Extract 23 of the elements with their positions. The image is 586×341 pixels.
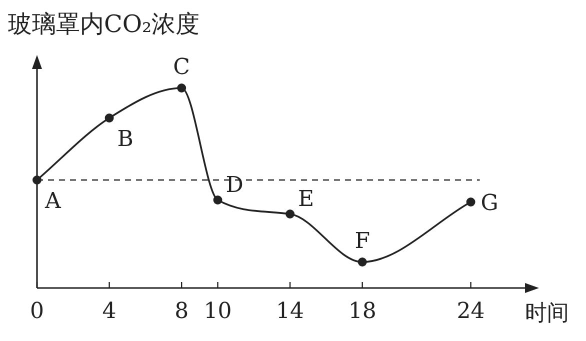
- x-axis-title: 时间: [525, 301, 569, 326]
- annotation: G: [480, 191, 498, 216]
- x-tick-label: 14: [276, 299, 304, 324]
- x-tick-label: 4: [102, 299, 116, 324]
- point: [286, 210, 295, 218]
- annotation: F: [354, 229, 370, 254]
- point: [104, 114, 114, 122]
- point: [213, 196, 222, 204]
- y-axis-title: 玻璃罩内CO₂浓度: [8, 10, 200, 38]
- annotation: C: [173, 55, 190, 80]
- point: [177, 84, 186, 92]
- x-tick-label: 10: [204, 299, 232, 324]
- x-tick-label: 18: [348, 299, 376, 324]
- x-tick-label: 8: [174, 299, 189, 324]
- point: [358, 258, 367, 266]
- x-tick-label: 0: [30, 299, 44, 324]
- annotation: D: [226, 173, 244, 198]
- point: [466, 198, 476, 206]
- annotation: B: [117, 127, 134, 152]
- x-tick-label: 24: [456, 299, 485, 324]
- annotation: A: [44, 189, 62, 214]
- annotation: E: [298, 187, 314, 212]
- point: [32, 176, 42, 184]
